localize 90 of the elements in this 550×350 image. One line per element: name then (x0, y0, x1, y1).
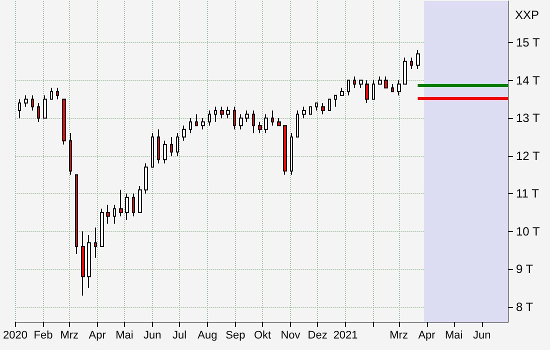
y-tick-label: 10 T (516, 224, 540, 238)
y-tick-label: 15 T (516, 36, 540, 50)
candlestick (201, 118, 205, 130)
candlestick (119, 189, 123, 217)
candlestick (264, 114, 268, 134)
candlestick (290, 132, 293, 176)
x-tick-label: Mrz (60, 330, 79, 342)
x-tick-label: Mai (444, 330, 463, 342)
candlestick (69, 132, 72, 176)
candlestick (233, 106, 236, 130)
candlestick (334, 94, 337, 108)
candlestick (151, 132, 154, 168)
x-tick-label: Feb (34, 330, 53, 342)
candlestick (132, 193, 135, 217)
candlestick (258, 121, 262, 134)
x-tick-label: 2021 (333, 330, 358, 342)
candlestick (416, 50, 420, 70)
candlestick (353, 76, 356, 88)
x-tick-label: Nov (280, 330, 301, 342)
candlestick (113, 204, 116, 224)
candlestick (163, 140, 167, 164)
candlestick (214, 106, 217, 122)
candlestick (220, 106, 224, 119)
candlestick (56, 87, 59, 100)
candlestick (391, 84, 394, 92)
x-tick-label: 2020 (2, 330, 28, 342)
candlestick (37, 102, 40, 122)
candlestick (182, 125, 186, 142)
candlestick (245, 110, 249, 122)
y-tick-label: 13 T (516, 111, 540, 126)
candlestick (302, 106, 306, 119)
y-tick-label: 9 T (516, 262, 534, 276)
candlestick (81, 230, 85, 296)
x-tick-label: Apr (88, 330, 106, 342)
candlestick (176, 132, 179, 156)
candlestick (365, 80, 369, 104)
candlestick (138, 186, 142, 213)
candlestick (271, 110, 274, 126)
candlestick (410, 57, 413, 70)
candlestick (372, 80, 375, 100)
y-tick-label: 8 T (516, 300, 534, 314)
candlestick (94, 227, 97, 258)
candlestick (18, 98, 21, 119)
candlestick (195, 114, 198, 126)
candlestick (31, 94, 34, 112)
text: XXP (514, 8, 540, 22)
candlestick (226, 106, 230, 119)
candlestick (321, 102, 325, 115)
candlestick (252, 110, 255, 134)
candlestick (378, 76, 382, 85)
candlestick (239, 114, 243, 130)
candlestick (62, 98, 66, 146)
candlestick (125, 193, 129, 221)
candlestick (277, 118, 281, 126)
candlestick (328, 98, 331, 112)
candlestick (403, 57, 407, 85)
y-tick-label: 12 T (516, 148, 540, 163)
candlestick (50, 87, 53, 100)
candlestick (208, 110, 211, 126)
x-tick-label: Okt (254, 330, 272, 342)
candlestick (309, 106, 312, 115)
x-tick-label: Jul (172, 330, 187, 342)
x-tick-label: Jun (472, 330, 491, 342)
x-tick-label: Mai (116, 330, 134, 342)
candlestick (359, 80, 363, 88)
candlestick (384, 76, 388, 88)
candlestick (397, 80, 401, 96)
x-tick-label: Mrz (390, 330, 408, 342)
x-tick-label: Apr (418, 330, 436, 342)
candlestick (100, 208, 104, 247)
y-tick-label: 14 T (516, 73, 540, 88)
candlestick (87, 234, 91, 289)
candlestick (170, 136, 173, 156)
x-tick-label: Dez (308, 330, 328, 342)
candlestick (43, 94, 47, 119)
y-tick-label: 11 T (516, 186, 540, 201)
candlestick (315, 102, 318, 112)
candlestick (24, 94, 28, 108)
candlestick (189, 118, 192, 134)
x-tick-label: Jun (144, 330, 162, 342)
candlestick (296, 110, 299, 138)
x-tick-label: Aug (198, 330, 218, 342)
candlestick (347, 80, 350, 96)
x-tick-label: Sep (226, 330, 246, 342)
candlestick (144, 162, 148, 194)
candlestick (106, 204, 110, 224)
candlestick (340, 87, 344, 96)
candlestick (283, 125, 287, 176)
candlestick (157, 128, 160, 164)
candlestick (75, 174, 78, 255)
